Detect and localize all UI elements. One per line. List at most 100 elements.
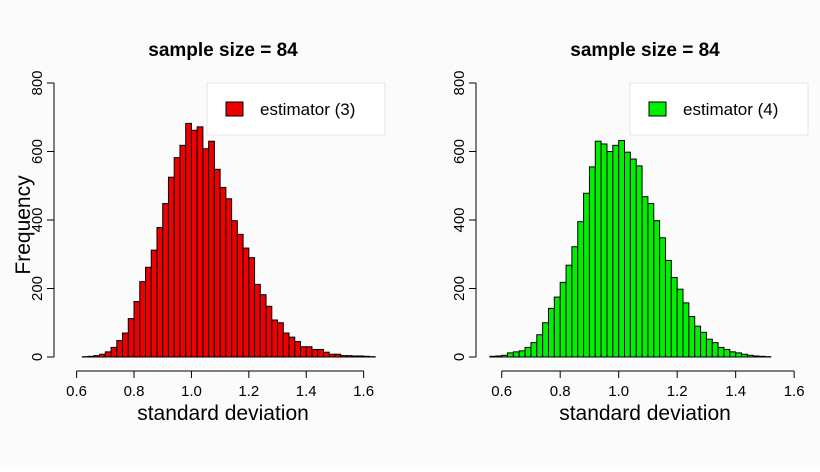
x-tick-label: 1.6 [784,383,805,400]
histogram-bar [105,352,111,357]
histogram-bar [519,351,525,357]
y-tick-label: 0 [451,353,468,361]
x-tick-label: 0.6 [66,383,87,400]
histogram-bar [128,319,134,357]
histogram-bar [255,284,261,357]
histogram-bar [584,193,590,357]
histogram-bar [341,356,347,357]
legend-swatch [226,102,243,116]
histogram-bar [572,247,578,357]
y-tick-label: 200 [451,276,468,301]
histogram-bar [323,352,329,357]
x-tick-label: 0.6 [491,383,512,400]
y-tick-label: 800 [451,70,468,95]
histogram-bar [677,289,683,357]
bars-group [490,141,771,357]
histogram-bar [712,343,718,357]
histogram-bar [490,356,496,357]
histogram-bar [134,302,140,357]
histogram-bar [329,354,335,357]
histogram-bar [648,204,654,357]
histogram-bar [736,353,742,357]
histogram-bar [168,177,174,357]
histogram-bar [295,342,301,357]
histogram-bar [601,144,607,357]
histogram-bar [180,145,186,357]
histogram-bar [94,356,100,357]
histogram-bar [88,356,94,357]
y-tick-label: 800 [29,70,46,95]
histogram-bar [578,222,584,357]
histogram-bar [537,335,543,357]
x-tick-label: 0.8 [550,383,571,400]
x-tick-label: 1.6 [353,383,374,400]
histogram-bar [174,158,180,357]
histogram-bar [209,141,215,357]
histogram-bar [554,297,560,357]
histogram-bar [525,347,531,357]
histogram-bar [220,187,226,357]
histogram-bar [140,282,146,357]
histogram-bar [243,248,249,357]
histogram-bar [301,347,307,357]
chart-title: sample size = 84 [148,40,298,61]
histogram-bar [146,267,152,357]
histogram-bar [237,234,243,357]
histogram-bar [306,347,312,357]
histogram-bar [759,356,765,357]
histogram-bar [249,258,255,357]
histogram-bar [718,347,724,357]
histogram-bar [111,347,117,357]
histogram-bar [151,250,157,357]
legend: estimator (3) [207,83,385,135]
histogram-bar [260,295,266,357]
histogram-bar [312,349,318,357]
histogram-bar [636,166,642,357]
histogram-bar [654,221,660,357]
x-tick-label: 1.4 [725,383,746,400]
histogram-bar [289,337,295,357]
histogram-bar [197,127,203,357]
y-tick-label: 200 [29,276,46,301]
histogram-bar [117,341,123,357]
x-axis-title: standard deviation [137,402,309,425]
histogram-bar [724,349,730,357]
y-tick-label: 600 [29,139,46,164]
legend-label: estimator (3) [260,100,355,119]
y-axis-title: Frequency [12,175,35,275]
histogram-bar [232,221,238,357]
histogram-bar [625,152,631,357]
histogram-bar [335,354,341,357]
histogram-bar [531,343,537,357]
histogram-bar [513,352,519,357]
histogram-bar [272,320,278,357]
histogram-bar [100,354,106,357]
histogram-bar [364,356,370,357]
histogram-bar [163,204,169,357]
x-tick-label: 1.2 [238,383,259,400]
x-tick-label: 0.8 [124,383,145,400]
x-tick-label: 1.2 [667,383,688,400]
histogram-bar [742,354,748,357]
histogram-bar [619,141,625,357]
histogram-bar [747,355,753,357]
histogram-bar [186,123,192,357]
histogram-bar [595,141,601,357]
histogram-bar [642,197,648,357]
bars-group [82,123,375,357]
histogram-bar [753,356,759,357]
histogram-bar [660,238,666,357]
histogram-bar [730,352,736,357]
histogram-bar [560,282,566,357]
histogram-bar [226,199,232,357]
histogram-bar [695,326,701,357]
y-tick-label: 400 [451,207,468,232]
y-tick-label: 0 [29,353,46,361]
histogram-bar [689,317,695,357]
histogram-bar [157,228,163,357]
histogram-bar [508,353,514,357]
